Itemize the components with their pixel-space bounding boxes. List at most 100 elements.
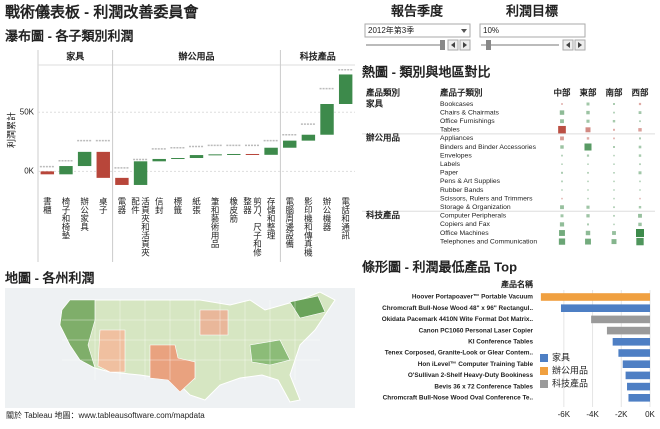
bar	[171, 158, 185, 160]
heat-cell	[560, 119, 564, 124]
bar	[301, 134, 316, 141]
section-title: 條形圖 - 利潤最低產品 Top	[362, 259, 517, 274]
heat-cell	[561, 180, 563, 183]
bar	[115, 177, 129, 185]
legend-swatch	[540, 354, 548, 362]
heat-cell	[585, 127, 591, 133]
x-tick-label: 電話和通訊	[340, 197, 351, 240]
bar	[540, 293, 650, 301]
x-tick-label: 橡皮筋	[228, 197, 239, 223]
legend-label: 家具	[552, 351, 570, 362]
heat-cell	[638, 222, 642, 227]
column-header: 西部	[631, 87, 649, 97]
heat-cell	[558, 125, 566, 134]
bar	[264, 147, 278, 155]
heat-cell	[613, 180, 615, 183]
heat-cell	[613, 189, 615, 191]
heat-cell	[638, 111, 642, 115]
heat-cell	[585, 238, 591, 245]
state-northeast	[289, 295, 326, 319]
bar	[283, 140, 297, 148]
row-label: Bookcases	[440, 101, 474, 108]
bar	[606, 326, 650, 335]
heat-cell	[613, 103, 615, 105]
bar	[227, 153, 241, 155]
heat-cell	[613, 154, 615, 157]
x-tick-label: 電器	[116, 197, 127, 214]
heat-cell	[587, 180, 589, 183]
legend-label: 科技產品	[552, 377, 588, 388]
x-tick-label: 辦公家具	[79, 197, 90, 231]
legend-swatch	[540, 380, 548, 388]
dropdown[interactable]	[364, 23, 471, 38]
slider-thumb[interactable]	[440, 40, 445, 50]
heat-cell	[639, 163, 641, 166]
y-tick-label: Tenex Corposed, Granite-Look or Glear Co…	[385, 350, 534, 357]
input-value: 10%	[483, 26, 499, 35]
slider-thumb[interactable]	[486, 40, 491, 50]
state-midwest	[199, 309, 229, 336]
heat-cell	[613, 146, 615, 148]
category-label: 辦公用品	[366, 133, 401, 143]
x-tick-label: 0K	[645, 410, 655, 419]
y-tick-label: Chromcraft Bull-Nose Wood 48" x 96" Rect…	[382, 305, 533, 312]
row-label: Office Machines	[440, 230, 489, 237]
row-label: Envelopes	[440, 152, 472, 159]
bar	[560, 304, 650, 312]
category-label: 科技產品	[366, 210, 401, 220]
y-axis-label: 利潤累計	[5, 112, 16, 148]
row-label: Labels	[440, 161, 461, 168]
heat-cell	[611, 239, 617, 245]
bar	[59, 166, 73, 175]
bar	[96, 151, 110, 178]
heat-cell	[613, 128, 615, 131]
row-label: Rubber Bands	[440, 187, 484, 194]
column-header: 南部	[605, 87, 623, 97]
bar	[245, 153, 260, 155]
bar	[338, 74, 353, 104]
row-label: Computer Peripherals	[440, 213, 507, 220]
x-tick-label: -2K	[615, 410, 628, 419]
heat-cell	[639, 137, 641, 140]
row-label: Office Furnishings	[440, 118, 495, 125]
dropdown-arrow	[461, 29, 467, 33]
heat-cell	[561, 189, 563, 191]
y-tick-label: Hoover Portapoaver™ Portable Vacuum	[412, 294, 533, 301]
bar	[627, 382, 650, 391]
heat-cell	[613, 172, 615, 174]
heat-cell	[585, 230, 591, 236]
page-title: 戰術儀表板 - 利潤改善委員會	[5, 3, 199, 21]
y-tick-label: Chromcraft Bull-Nose Wood Oval Conferenc…	[383, 394, 534, 401]
category-label: 家具	[366, 98, 384, 108]
heat-cell	[639, 180, 641, 183]
column-header: 中部	[553, 87, 571, 97]
heat-cell	[638, 128, 642, 132]
row-label: Chairs & Chairmats	[440, 109, 500, 116]
x-tick-label: 剪刀、尺子和修整器	[242, 197, 263, 257]
x-tick-label: 影印機和傳真機	[303, 197, 314, 257]
row-label: Telephones and Communication	[440, 238, 537, 245]
group-label: 家具	[66, 50, 84, 61]
bar	[208, 154, 222, 156]
y-tick-label: O'Sullivan 2-Shelf Heavy-Duty Bookiness	[408, 372, 534, 379]
arrow-right	[463, 42, 467, 48]
bar	[625, 371, 650, 380]
group-label: 辦公用品	[178, 50, 214, 61]
section-title: 瀑布圖 - 各子類別利潤	[5, 28, 134, 43]
heat-cell	[559, 110, 565, 115]
column-header: 產品類別	[365, 87, 400, 97]
row-label: Tables	[440, 127, 460, 134]
row-label: Pens & Art Supplies	[440, 178, 501, 185]
control-label: 報告季度	[391, 3, 444, 18]
heat-cell	[561, 163, 563, 165]
heat-cell	[638, 154, 642, 157]
column-header: 東部	[579, 87, 597, 97]
y-tick-label: Bevis 36 x 72 Conference Tables	[434, 383, 533, 390]
x-tick-label: 信封	[154, 197, 165, 214]
arrow-left	[451, 42, 455, 48]
control-label: 利潤目標	[506, 3, 558, 18]
arrow-left	[566, 42, 570, 48]
input-box[interactable]	[479, 23, 586, 38]
